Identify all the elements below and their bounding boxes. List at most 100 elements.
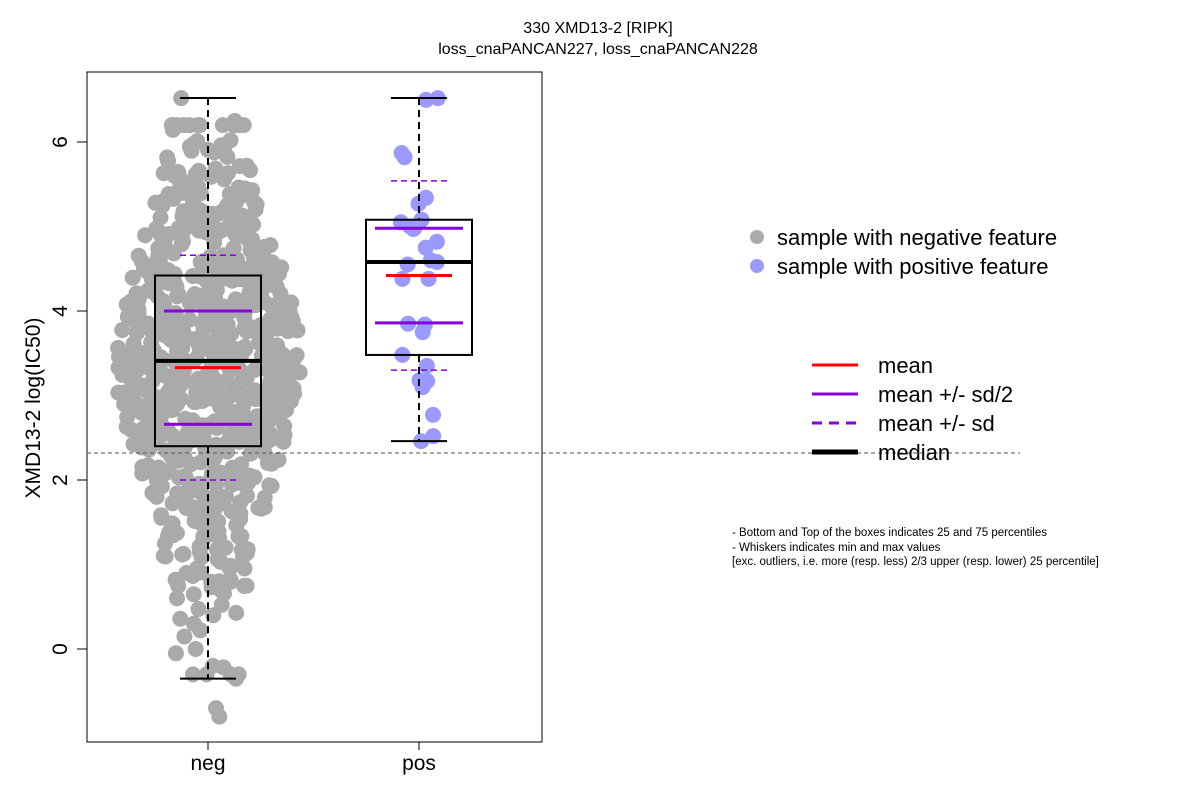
neg-point-267 bbox=[213, 596, 230, 613]
neg-point-699 bbox=[231, 420, 248, 437]
neg-point-680 bbox=[190, 222, 207, 239]
neg-point-714 bbox=[233, 387, 250, 404]
neg-point-517 bbox=[256, 239, 273, 255]
neg-point-599 bbox=[238, 323, 255, 340]
neg-point-646 bbox=[172, 440, 189, 457]
neg-point-664 bbox=[159, 149, 176, 166]
neg-point-648 bbox=[215, 439, 232, 456]
legend-point-label-0: sample with negative feature bbox=[777, 225, 1057, 250]
x-tick-label-0: neg bbox=[190, 752, 225, 775]
neg-point-569 bbox=[130, 291, 147, 308]
y-tick-label-2: 4 bbox=[49, 305, 72, 317]
neg-point-698 bbox=[163, 332, 180, 349]
neg-point-615 bbox=[206, 234, 223, 251]
neg-point-616 bbox=[218, 488, 234, 505]
pos-point-26 bbox=[425, 406, 441, 423]
neg-point-641 bbox=[262, 311, 279, 328]
neg-point-605 bbox=[264, 254, 281, 271]
neg-point-625 bbox=[160, 313, 177, 330]
neg-point-693 bbox=[213, 222, 230, 239]
pos-point-25 bbox=[414, 379, 431, 396]
neg-point-649 bbox=[238, 577, 255, 594]
neg-point-566 bbox=[170, 220, 187, 236]
neg-point-647 bbox=[195, 436, 212, 453]
legend-line-entries: mean mean +/- sd/2 mean +/- sd median bbox=[812, 353, 1013, 465]
neg-point-689 bbox=[160, 422, 176, 439]
neg-point-370 bbox=[203, 573, 220, 590]
neg-point-703 bbox=[185, 135, 202, 152]
neg-point-333 bbox=[114, 322, 131, 338]
neg-point-270 bbox=[228, 604, 245, 621]
neg-point-676 bbox=[211, 256, 227, 273]
neg-point-684 bbox=[243, 282, 260, 299]
neg-point-660 bbox=[163, 515, 180, 532]
neg-point-61 bbox=[167, 645, 184, 662]
neg-point-706 bbox=[237, 180, 253, 197]
pos-point-1 bbox=[418, 91, 435, 108]
neg-point-462 bbox=[176, 628, 193, 645]
neg-point-710 bbox=[151, 252, 168, 269]
neg-point-665 bbox=[239, 369, 255, 386]
neg-point-614 bbox=[159, 385, 176, 401]
neg-point-360 bbox=[285, 380, 302, 397]
neg-point-681 bbox=[260, 362, 277, 379]
neg-point-708 bbox=[184, 210, 201, 227]
neg-point-66 bbox=[288, 347, 305, 364]
legend-point-label-1: sample with positive feature bbox=[777, 254, 1048, 279]
neg-point-192 bbox=[236, 560, 253, 577]
neg-point-457 bbox=[123, 382, 140, 399]
neg-point-564 bbox=[228, 517, 245, 534]
neg-point-141 bbox=[214, 117, 231, 134]
neg-point-722 bbox=[185, 615, 202, 632]
note-line-3: [exc. outliers, i.e. more (resp. less) 2… bbox=[732, 556, 1099, 568]
neg-point-531 bbox=[190, 601, 207, 617]
neg-point-720 bbox=[178, 565, 195, 581]
neg-point-487 bbox=[258, 325, 275, 342]
neg-point-606 bbox=[197, 340, 214, 357]
neg-point-709 bbox=[227, 226, 244, 243]
legend-line-label-3: median bbox=[878, 440, 950, 465]
neg-point-565 bbox=[283, 309, 300, 326]
neg-point-687 bbox=[274, 346, 291, 363]
plot-area: 0 2 4 6 neg pos bbox=[49, 71, 1020, 775]
neg-point-623 bbox=[249, 435, 266, 452]
neg-point-590 bbox=[123, 421, 140, 438]
neg-point-691 bbox=[268, 394, 285, 410]
pos-point-22 bbox=[418, 357, 435, 374]
neg-point-677 bbox=[153, 467, 170, 484]
neg-point-592 bbox=[131, 347, 148, 364]
neg-point-701 bbox=[226, 112, 243, 129]
neg-point-705 bbox=[166, 167, 183, 184]
neg-point-427 bbox=[227, 503, 244, 520]
neg-point-717 bbox=[148, 488, 165, 505]
neg-point-724 bbox=[204, 657, 221, 674]
legend-line-label-1: mean +/- sd/2 bbox=[878, 382, 1013, 407]
neg-point-591 bbox=[154, 299, 171, 316]
neg-point-556 bbox=[145, 342, 162, 359]
pos-point-16 bbox=[420, 270, 437, 287]
neg-point-633 bbox=[130, 304, 147, 321]
y-tick-label-0: 0 bbox=[49, 643, 72, 655]
neg-point-539 bbox=[207, 160, 224, 177]
neg-point-639 bbox=[183, 498, 200, 515]
neg-point-515 bbox=[192, 185, 209, 202]
neg-point-226 bbox=[172, 610, 189, 627]
neg-point-673 bbox=[189, 117, 206, 134]
neg-point-643 bbox=[158, 442, 175, 459]
pos-point-27 bbox=[425, 428, 442, 445]
neg-point-589 bbox=[157, 548, 174, 565]
neg-point-697 bbox=[156, 367, 173, 384]
neg-point-657 bbox=[186, 394, 203, 410]
neg-point-661 bbox=[248, 196, 265, 213]
x-tick-label-1: pos bbox=[402, 752, 436, 775]
chart-title: 330 XMD13-2 [RIPK] bbox=[523, 20, 672, 37]
neg-point-663 bbox=[272, 407, 288, 423]
neg-point-500 bbox=[116, 396, 133, 413]
neg-point-696 bbox=[173, 236, 190, 253]
neg-point-683 bbox=[224, 475, 240, 491]
neg-point-604 bbox=[213, 270, 230, 287]
neg-point-671 bbox=[231, 158, 248, 175]
neg-point-527 bbox=[125, 436, 142, 453]
neg-point-561 bbox=[238, 301, 254, 318]
neg-point-603 bbox=[288, 363, 305, 380]
